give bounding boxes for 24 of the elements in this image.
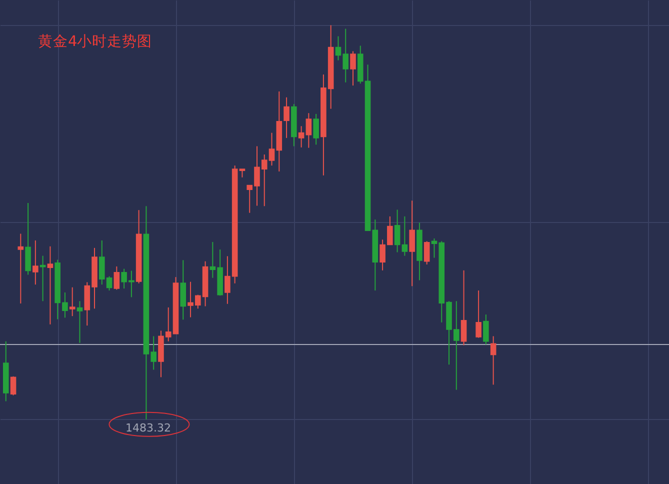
- candlestick: [114, 266, 120, 290]
- candlestick: [18, 233, 24, 304]
- annotation: 1483.32: [125, 421, 171, 434]
- candlestick: [409, 200, 415, 287]
- candlestick: [32, 240, 38, 286]
- candlestick: [298, 126, 304, 148]
- candlestick: [460, 270, 467, 346]
- candlestick: [313, 113, 319, 146]
- candlestick: [350, 50, 356, 86]
- candlestick: [402, 216, 408, 256]
- candlestick: [284, 96, 290, 138]
- candlestick: [25, 202, 31, 276]
- candlestick: [69, 286, 76, 317]
- candlestick: [394, 209, 400, 253]
- candlestick: [483, 314, 489, 345]
- candlestick: [47, 246, 54, 325]
- text: 黄金4小时走势图: [38, 33, 152, 50]
- candlestick: [490, 336, 496, 386]
- candlestick: [10, 376, 16, 396]
- candlestick: [180, 260, 186, 320]
- candlestick: [76, 300, 83, 344]
- candlestick: [306, 112, 312, 148]
- candlestick: [476, 290, 482, 338]
- candlestick: [424, 240, 430, 265]
